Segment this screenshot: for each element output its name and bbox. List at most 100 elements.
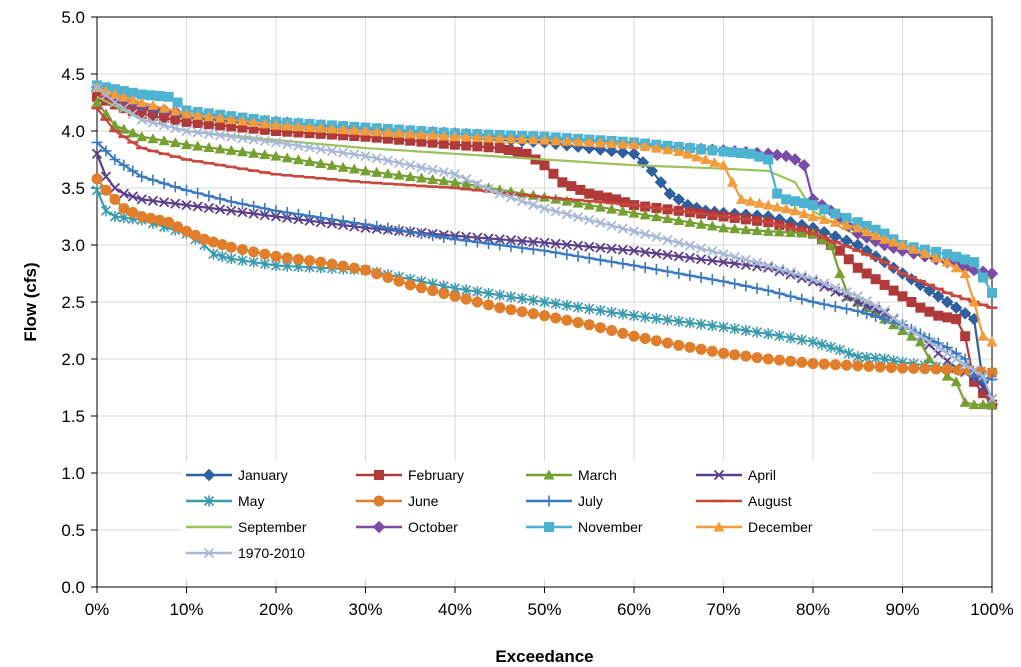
data-point (189, 229, 201, 241)
data-point (684, 317, 696, 329)
data-point (293, 127, 304, 138)
data-point (906, 297, 917, 307)
data-point (170, 114, 181, 125)
data-point (773, 287, 785, 299)
data-point (695, 243, 707, 254)
x-tick-label: 10% (169, 600, 203, 619)
data-point (796, 334, 807, 346)
data-point (527, 134, 539, 145)
data-point (718, 222, 729, 233)
data-point (663, 187, 677, 200)
legend-label: July (578, 493, 603, 509)
data-point (617, 308, 628, 320)
data-point (505, 235, 517, 246)
data-point (931, 246, 942, 257)
data-point (181, 108, 192, 119)
data-point (923, 353, 935, 364)
legend-entry: May (186, 493, 264, 509)
data-point (650, 335, 662, 347)
data-point (673, 339, 685, 351)
data-point (326, 258, 338, 270)
legend-entry: June (356, 493, 439, 509)
data-point (136, 108, 147, 119)
data-point (915, 302, 926, 313)
data-point (118, 91, 130, 102)
data-point (843, 254, 854, 265)
data-point (949, 301, 963, 314)
data-point (950, 376, 962, 387)
data-point (751, 224, 763, 235)
data-point (771, 201, 783, 212)
data-point (494, 188, 505, 199)
series-december (91, 82, 998, 347)
data-point (449, 169, 461, 180)
data-point (471, 132, 483, 143)
data-point (427, 129, 439, 140)
data-point (897, 362, 908, 374)
data-point (960, 331, 971, 342)
data-point (270, 205, 282, 217)
data-point (315, 128, 326, 139)
data-point (415, 228, 427, 240)
data-point (326, 145, 338, 157)
data-point (825, 239, 837, 250)
data-point (818, 298, 830, 310)
data-point (237, 132, 248, 144)
data-point (449, 131, 461, 142)
data-point (292, 253, 304, 265)
data-point (483, 132, 495, 143)
data-point (461, 174, 472, 185)
data-point (539, 296, 550, 308)
data-point (181, 199, 192, 211)
data-point (951, 251, 962, 262)
data-point (147, 117, 159, 128)
data-point (360, 218, 371, 230)
data-point (879, 279, 890, 290)
data-point (461, 140, 472, 151)
data-point (736, 148, 747, 159)
data-point (662, 249, 673, 261)
data-point (785, 290, 797, 302)
data-point (870, 352, 881, 364)
data-point (830, 282, 841, 293)
data-point (617, 138, 629, 149)
data-point (617, 258, 629, 270)
data-point (127, 87, 138, 98)
data-point (662, 314, 673, 326)
data-point (870, 304, 881, 315)
data-point (620, 197, 631, 208)
data-point (834, 268, 846, 278)
data-point (640, 246, 651, 258)
data-point (100, 171, 112, 182)
data-point (214, 130, 226, 141)
data-point (594, 322, 606, 334)
data-point (729, 323, 740, 335)
data-point (959, 396, 971, 407)
data-point (773, 226, 785, 237)
data-point (740, 224, 752, 235)
data-point (207, 236, 219, 248)
data-point (371, 132, 382, 143)
data-point (841, 303, 853, 315)
data-point (127, 165, 139, 177)
data-point (393, 169, 405, 180)
data-point (986, 393, 998, 405)
data-point (438, 138, 449, 149)
data-point (762, 285, 774, 297)
data-point (360, 165, 371, 176)
legend-label: December (748, 519, 813, 535)
data-point (951, 353, 962, 365)
data-point (707, 320, 718, 332)
data-point (566, 181, 577, 192)
data-point (700, 154, 712, 164)
data-point (841, 286, 852, 298)
data-point (933, 342, 944, 353)
data-point (203, 111, 215, 122)
data-point (932, 290, 945, 303)
legend-label: April (748, 467, 776, 483)
data-point (315, 122, 327, 133)
data-point (415, 172, 427, 183)
data-point (561, 209, 573, 220)
data-point (941, 256, 953, 267)
data-point (797, 158, 811, 172)
